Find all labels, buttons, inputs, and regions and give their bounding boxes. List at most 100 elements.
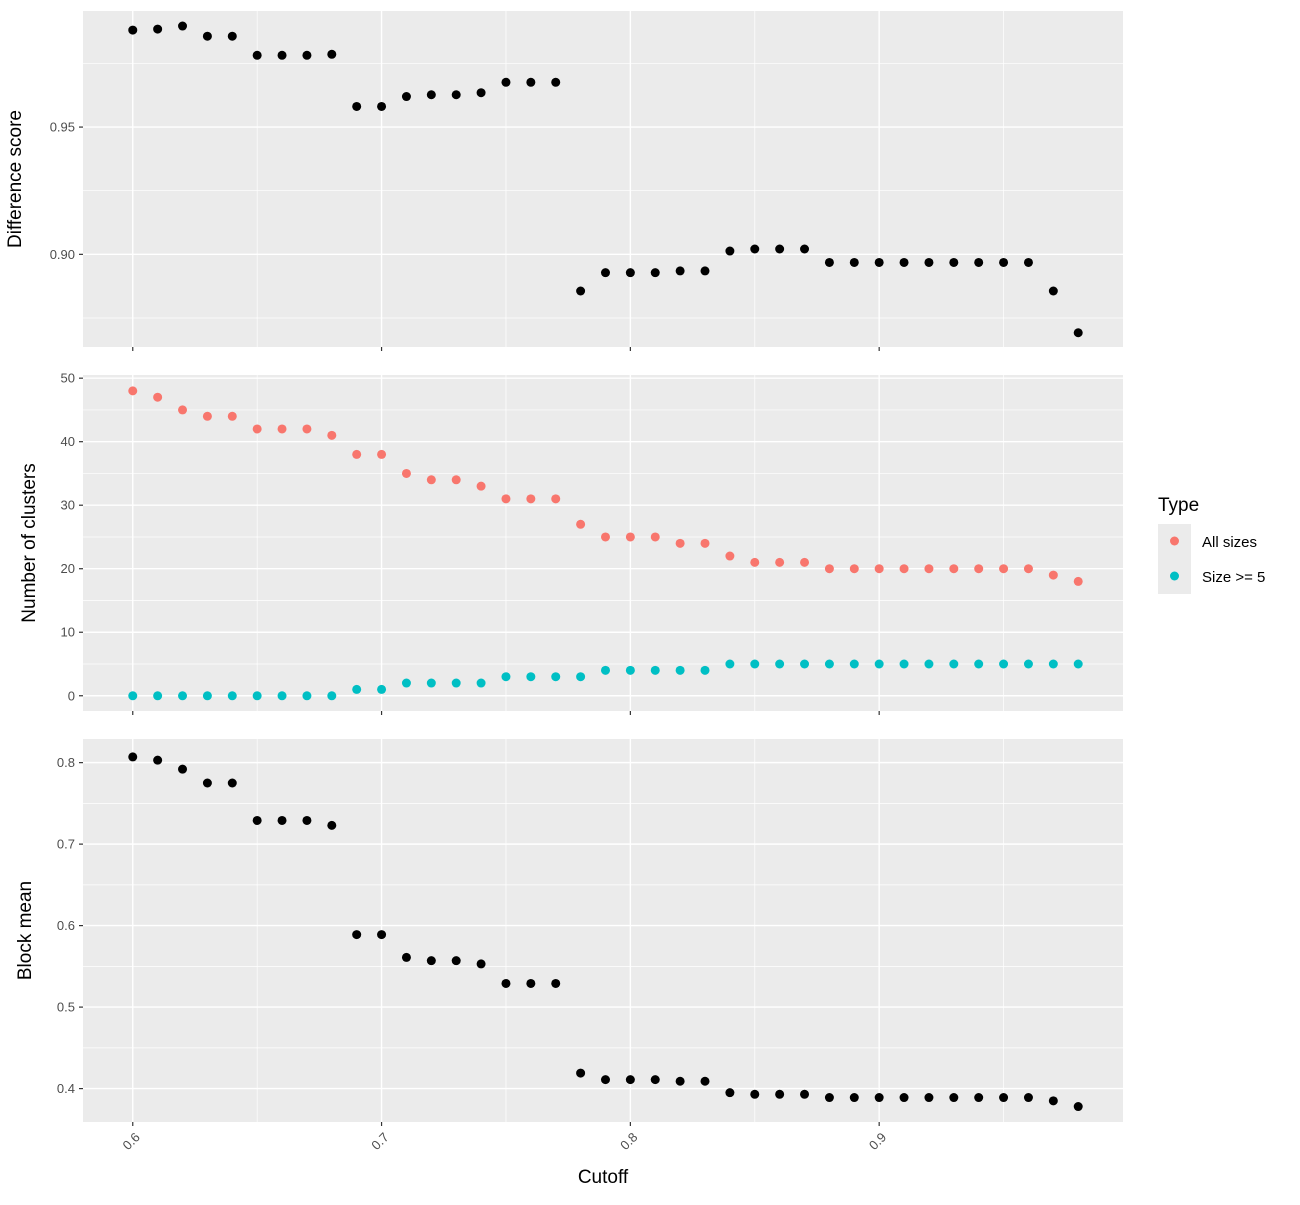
data-point <box>800 557 810 567</box>
legend-key-all-sizes <box>1170 536 1179 546</box>
data-point <box>277 815 287 825</box>
data-point <box>252 815 262 825</box>
data-point <box>625 532 635 542</box>
series-points <box>128 21 1083 338</box>
data-point <box>551 978 561 988</box>
data-point <box>476 678 486 688</box>
data-point <box>775 1089 785 1099</box>
data-point <box>401 952 411 962</box>
data-point <box>750 244 760 254</box>
data-point <box>302 424 312 434</box>
data-point <box>899 1093 909 1103</box>
data-point <box>401 468 411 478</box>
data-point <box>551 77 561 87</box>
data-point <box>974 1093 984 1103</box>
data-point <box>650 1075 660 1085</box>
data-point <box>501 494 511 504</box>
data-point <box>526 672 536 682</box>
data-point <box>178 691 188 701</box>
y-tick-label: 20 <box>61 561 75 576</box>
data-point <box>650 268 660 278</box>
data-point <box>999 564 1009 574</box>
data-point <box>824 257 834 267</box>
data-point <box>551 494 561 504</box>
data-point <box>377 930 387 940</box>
data-point <box>1073 576 1083 586</box>
data-point <box>675 538 685 548</box>
legend-label-all-sizes: All sizes <box>1202 534 1257 551</box>
data-point <box>576 519 586 529</box>
panel-background <box>83 375 1123 711</box>
data-point <box>153 24 163 34</box>
y-axis-title: Difference score <box>5 110 26 248</box>
data-point <box>526 494 536 504</box>
data-point <box>153 392 163 402</box>
data-point <box>327 430 337 440</box>
panel-background <box>83 11 1123 347</box>
data-point <box>750 659 760 669</box>
data-point <box>202 778 212 788</box>
data-point <box>227 691 237 701</box>
series-size-5 <box>128 659 1083 701</box>
data-point <box>476 88 486 98</box>
legend-label-size-ge-5: Size >= 5 <box>1202 569 1265 586</box>
y-tick-label: 0.5 <box>57 1000 75 1015</box>
series-points <box>128 752 1083 1112</box>
data-point <box>576 286 586 296</box>
data-point <box>128 25 138 35</box>
data-point <box>725 246 735 256</box>
legend-key-background <box>1158 524 1191 594</box>
data-point <box>451 678 461 688</box>
data-point <box>277 691 287 701</box>
panels-layer <box>83 11 1123 1122</box>
data-point <box>202 31 212 41</box>
data-point <box>824 564 834 574</box>
y-tick-label: 0.7 <box>57 837 75 852</box>
data-point <box>551 672 561 682</box>
x-axis-title: Cutoff <box>578 1167 629 1188</box>
data-point <box>949 659 959 669</box>
data-point <box>302 691 312 701</box>
data-point <box>675 266 685 276</box>
data-point <box>501 672 511 682</box>
data-point <box>277 424 287 434</box>
data-point <box>128 386 138 396</box>
data-point <box>775 659 785 669</box>
data-point <box>526 77 536 87</box>
data-point <box>650 532 660 542</box>
y-axis-title: Block mean <box>15 881 36 980</box>
data-point <box>625 268 635 278</box>
y-tick-label: 30 <box>61 498 75 513</box>
data-point <box>1073 1102 1083 1112</box>
data-point <box>202 411 212 421</box>
data-point <box>924 659 934 669</box>
data-point <box>874 257 884 267</box>
x-tick-label: 0.9 <box>866 1130 889 1153</box>
data-point <box>999 257 1009 267</box>
data-point <box>750 1089 760 1099</box>
data-point <box>949 257 959 267</box>
data-point <box>775 244 785 254</box>
data-point <box>725 1088 735 1098</box>
y-tick-label: 0.90 <box>50 247 75 262</box>
data-point <box>252 691 262 701</box>
data-point <box>178 764 188 774</box>
data-point <box>1023 564 1033 574</box>
data-point <box>227 778 237 788</box>
data-point <box>874 659 884 669</box>
data-point <box>999 1093 1009 1103</box>
legend-title: Type <box>1158 495 1199 516</box>
data-point <box>1023 257 1033 267</box>
data-point <box>426 956 436 966</box>
data-point <box>352 930 362 940</box>
data-point <box>526 978 536 988</box>
data-point <box>625 665 635 675</box>
data-point <box>899 659 909 669</box>
data-point <box>377 449 387 459</box>
data-point <box>1023 659 1033 669</box>
data-point <box>650 665 660 675</box>
y-tick-label: 0.4 <box>57 1081 75 1096</box>
data-point <box>426 678 436 688</box>
data-point <box>476 959 486 969</box>
